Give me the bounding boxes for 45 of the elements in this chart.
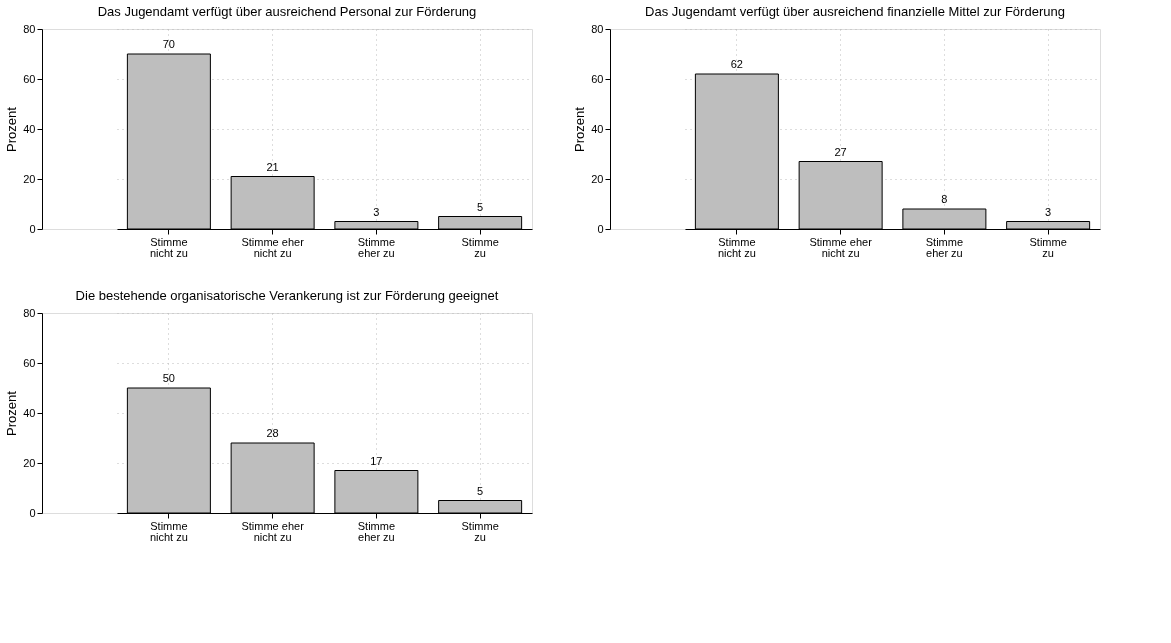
- data-label: 62: [730, 58, 743, 70]
- x-tick-label: Stimme zu: [461, 519, 499, 543]
- y-tick-label: 20: [591, 172, 604, 185]
- y-tick-label: 0: [597, 222, 604, 235]
- y-tick-label: 80: [23, 306, 36, 319]
- y-axis-title: Prozent: [4, 390, 20, 436]
- data-label: 27: [834, 145, 847, 158]
- data-label: 28: [266, 427, 279, 439]
- y-tick-label: 60: [23, 356, 36, 369]
- x-tick-label: Stimme eher zu: [357, 519, 396, 543]
- data-label: 3: [1045, 205, 1052, 218]
- y-axis-title: Prozent: [4, 106, 20, 152]
- data-label: 21: [266, 160, 279, 173]
- x-tick-label: Stimme eher nicht zu: [241, 519, 305, 543]
- y-tick-label: 40: [23, 406, 36, 419]
- y-tick-label: 60: [591, 72, 604, 85]
- y-tick-label: 0: [29, 222, 36, 235]
- data-label: 17: [370, 454, 383, 467]
- y-axis-title: Prozent: [572, 106, 588, 152]
- x-tick-label: Stimme zu: [461, 235, 499, 259]
- x-tick-label: Stimme zu: [1029, 235, 1067, 259]
- data-label: 5: [477, 484, 484, 497]
- y-tick-label: 40: [23, 122, 36, 135]
- y-tick-label: 20: [23, 456, 36, 469]
- data-label: 3: [373, 205, 380, 218]
- y-tick-label: 0: [29, 506, 36, 519]
- y-tick-label: 80: [23, 22, 36, 35]
- x-tick-label: Stimme eher nicht zu: [241, 235, 305, 259]
- x-tick-label: Stimme eher nicht zu: [809, 235, 873, 259]
- y-tick-label: 40: [591, 122, 604, 135]
- x-tick-label: Stimme nicht zu: [149, 519, 188, 543]
- x-tick-label: Stimme eher zu: [925, 235, 964, 259]
- y-tick-label: 60: [23, 72, 36, 85]
- y-tick-label: 20: [23, 172, 36, 185]
- chart-title: Das Jugendamt verfügt über ausreichend Personal zur Förderung: [97, 4, 477, 19]
- chart-title: Das Jugendamt verfügt über ausreichend finanzielle Mittel zur Förderung: [645, 4, 1065, 19]
- chart-title: Die bestehende organisatorische Verankerung ist zur Förderung geeignet: [75, 288, 499, 303]
- data-label: 8: [941, 193, 948, 205]
- x-tick-label: Stimme eher zu: [357, 235, 396, 259]
- data-label: 5: [477, 200, 484, 213]
- data-label: 50: [162, 372, 175, 384]
- x-tick-label: Stimme nicht zu: [717, 235, 756, 259]
- x-tick-label: Stimme nicht zu: [149, 235, 188, 259]
- y-tick-label: 80: [591, 22, 604, 35]
- data-label: 70: [162, 38, 175, 50]
